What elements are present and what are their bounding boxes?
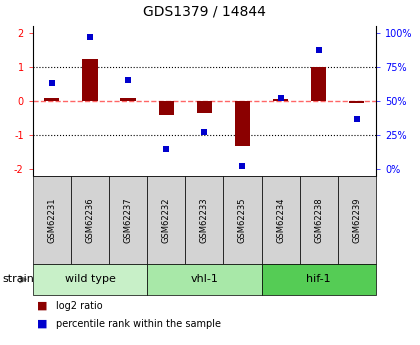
Bar bbox=[147, 176, 185, 264]
Text: GSM62232: GSM62232 bbox=[162, 197, 171, 243]
Point bbox=[354, 116, 360, 121]
Bar bbox=[121, 98, 136, 101]
Bar bbox=[223, 176, 262, 264]
Point bbox=[125, 78, 131, 83]
Text: GDS1379 / 14844: GDS1379 / 14844 bbox=[143, 5, 266, 19]
Text: GSM62235: GSM62235 bbox=[238, 197, 247, 243]
Text: vhl-1: vhl-1 bbox=[190, 275, 218, 284]
Text: hif-1: hif-1 bbox=[307, 275, 331, 284]
Text: GSM62237: GSM62237 bbox=[123, 197, 133, 243]
Point bbox=[239, 164, 246, 169]
Bar bbox=[273, 99, 288, 101]
Bar bbox=[262, 264, 376, 295]
Bar bbox=[299, 176, 338, 264]
Bar bbox=[349, 101, 365, 102]
Point bbox=[277, 96, 284, 101]
Bar bbox=[109, 176, 147, 264]
Bar bbox=[44, 98, 60, 101]
Bar bbox=[33, 176, 71, 264]
Point bbox=[163, 146, 170, 151]
Bar bbox=[311, 67, 326, 101]
Bar bbox=[185, 176, 223, 264]
Bar bbox=[33, 264, 147, 295]
Text: percentile rank within the sample: percentile rank within the sample bbox=[56, 318, 221, 328]
Bar bbox=[235, 101, 250, 146]
Bar bbox=[82, 59, 97, 101]
Bar bbox=[197, 101, 212, 113]
Bar bbox=[159, 101, 174, 115]
Text: GSM62231: GSM62231 bbox=[47, 197, 56, 243]
Text: wild type: wild type bbox=[65, 275, 116, 284]
Text: GSM62236: GSM62236 bbox=[85, 197, 94, 243]
Bar bbox=[71, 176, 109, 264]
Point bbox=[87, 34, 93, 40]
Bar bbox=[147, 264, 262, 295]
Text: log2 ratio: log2 ratio bbox=[56, 301, 102, 311]
Text: GSM62233: GSM62233 bbox=[200, 197, 209, 243]
Point bbox=[315, 48, 322, 53]
Text: GSM62238: GSM62238 bbox=[314, 197, 323, 243]
Bar bbox=[262, 176, 299, 264]
Bar bbox=[338, 176, 376, 264]
Point bbox=[201, 129, 208, 135]
Text: GSM62239: GSM62239 bbox=[352, 197, 361, 243]
Text: ■: ■ bbox=[37, 301, 47, 311]
Point bbox=[48, 80, 55, 86]
Text: strain: strain bbox=[2, 275, 34, 284]
Text: ■: ■ bbox=[37, 318, 47, 328]
Text: GSM62234: GSM62234 bbox=[276, 197, 285, 243]
